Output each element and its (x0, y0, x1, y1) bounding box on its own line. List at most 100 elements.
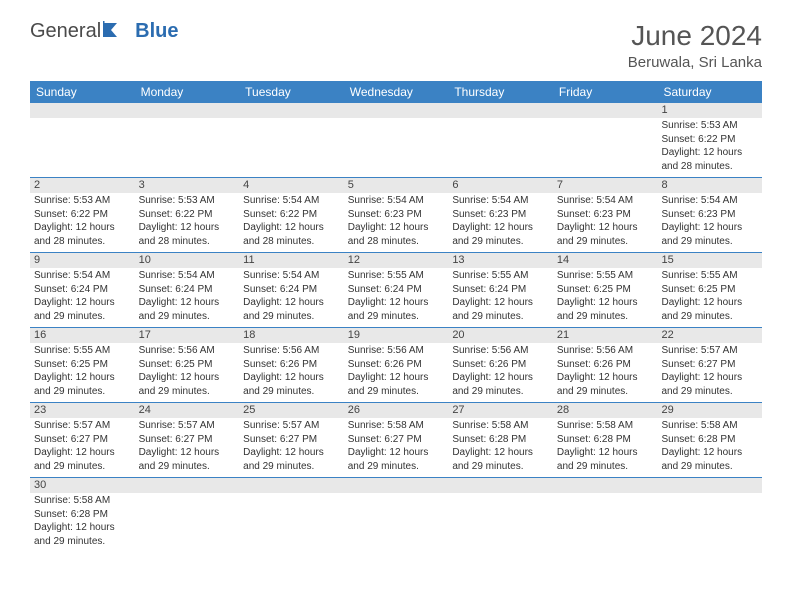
day-number (135, 478, 240, 493)
day-info: Sunrise: 5:57 AMSunset: 6:27 PMDaylight:… (135, 418, 240, 477)
day-number (448, 478, 553, 493)
weekday-label: Friday (553, 81, 658, 103)
day-info: Sunrise: 5:56 AMSunset: 6:25 PMDaylight:… (135, 343, 240, 402)
day-number: 12 (344, 253, 449, 268)
day-number (239, 478, 344, 493)
day-info: Sunrise: 5:57 AMSunset: 6:27 PMDaylight:… (657, 343, 762, 402)
week: 23242526272829Sunrise: 5:57 AMSunset: 6:… (30, 403, 762, 478)
weekday-header: SundayMondayTuesdayWednesdayThursdayFrid… (30, 81, 762, 103)
day-info: Sunrise: 5:54 AMSunset: 6:24 PMDaylight:… (239, 268, 344, 327)
week: 9101112131415Sunrise: 5:54 AMSunset: 6:2… (30, 253, 762, 328)
day-info: Sunrise: 5:56 AMSunset: 6:26 PMDaylight:… (239, 343, 344, 402)
location: Beruwala, Sri Lanka (628, 54, 762, 71)
day-info: Sunrise: 5:58 AMSunset: 6:28 PMDaylight:… (553, 418, 658, 477)
weekday-label: Tuesday (239, 81, 344, 103)
day-info: Sunrise: 5:57 AMSunset: 6:27 PMDaylight:… (239, 418, 344, 477)
info-row: Sunrise: 5:57 AMSunset: 6:27 PMDaylight:… (30, 418, 762, 477)
day-info (553, 118, 658, 177)
day-info: Sunrise: 5:58 AMSunset: 6:28 PMDaylight:… (30, 493, 135, 552)
weekday-label: Saturday (657, 81, 762, 103)
day-number (448, 103, 553, 118)
weekday-label: Monday (135, 81, 240, 103)
day-info: Sunrise: 5:54 AMSunset: 6:24 PMDaylight:… (30, 268, 135, 327)
day-number: 5 (344, 178, 449, 193)
flag-icon (103, 20, 125, 43)
day-number: 8 (657, 178, 762, 193)
day-number: 29 (657, 403, 762, 418)
day-number: 30 (30, 478, 135, 493)
day-info (135, 493, 240, 552)
day-info: Sunrise: 5:58 AMSunset: 6:27 PMDaylight:… (344, 418, 449, 477)
day-info (657, 493, 762, 552)
day-number: 25 (239, 403, 344, 418)
day-info: Sunrise: 5:54 AMSunset: 6:23 PMDaylight:… (344, 193, 449, 252)
day-info: Sunrise: 5:53 AMSunset: 6:22 PMDaylight:… (30, 193, 135, 252)
day-number (135, 103, 240, 118)
day-number (553, 478, 658, 493)
day-info: Sunrise: 5:54 AMSunset: 6:24 PMDaylight:… (135, 268, 240, 327)
daynum-row: 30 (30, 478, 762, 493)
day-number (344, 478, 449, 493)
week: 2345678Sunrise: 5:53 AMSunset: 6:22 PMDa… (30, 178, 762, 253)
day-number: 21 (553, 328, 658, 343)
day-number: 22 (657, 328, 762, 343)
day-info: Sunrise: 5:55 AMSunset: 6:25 PMDaylight:… (553, 268, 658, 327)
brand-blue: Blue (135, 20, 178, 43)
info-row: Sunrise: 5:58 AMSunset: 6:28 PMDaylight:… (30, 493, 762, 552)
day-info: Sunrise: 5:53 AMSunset: 6:22 PMDaylight:… (657, 118, 762, 177)
daynum-row: 2345678 (30, 178, 762, 193)
day-info: Sunrise: 5:54 AMSunset: 6:23 PMDaylight:… (553, 193, 658, 252)
day-info: Sunrise: 5:54 AMSunset: 6:23 PMDaylight:… (448, 193, 553, 252)
day-number (344, 103, 449, 118)
day-number (553, 103, 658, 118)
day-info: Sunrise: 5:56 AMSunset: 6:26 PMDaylight:… (553, 343, 658, 402)
daynum-row: 16171819202122 (30, 328, 762, 343)
day-number: 20 (448, 328, 553, 343)
day-number: 7 (553, 178, 658, 193)
day-number: 28 (553, 403, 658, 418)
weeks-container: 1Sunrise: 5:53 AMSunset: 6:22 PMDaylight… (30, 103, 762, 552)
day-number: 16 (30, 328, 135, 343)
day-info: Sunrise: 5:55 AMSunset: 6:24 PMDaylight:… (344, 268, 449, 327)
day-info: Sunrise: 5:57 AMSunset: 6:27 PMDaylight:… (30, 418, 135, 477)
day-info (239, 118, 344, 177)
day-number (30, 103, 135, 118)
weekday-label: Thursday (448, 81, 553, 103)
day-info: Sunrise: 5:54 AMSunset: 6:23 PMDaylight:… (657, 193, 762, 252)
week: 16171819202122Sunrise: 5:55 AMSunset: 6:… (30, 328, 762, 403)
day-number: 6 (448, 178, 553, 193)
day-info (344, 118, 449, 177)
month-title: June 2024 (628, 20, 762, 52)
day-info: Sunrise: 5:56 AMSunset: 6:26 PMDaylight:… (448, 343, 553, 402)
day-number: 18 (239, 328, 344, 343)
day-info: Sunrise: 5:56 AMSunset: 6:26 PMDaylight:… (344, 343, 449, 402)
day-number: 15 (657, 253, 762, 268)
day-number (657, 478, 762, 493)
daynum-row: 1 (30, 103, 762, 118)
day-number: 2 (30, 178, 135, 193)
title-block: June 2024 Beruwala, Sri Lanka (628, 20, 762, 71)
day-number: 24 (135, 403, 240, 418)
day-info (553, 493, 658, 552)
day-number: 9 (30, 253, 135, 268)
day-info: Sunrise: 5:55 AMSunset: 6:24 PMDaylight:… (448, 268, 553, 327)
brand-logo: General Blue (30, 20, 179, 43)
header: General Blue June 2024 Beruwala, Sri Lan… (0, 0, 792, 81)
day-number: 17 (135, 328, 240, 343)
weekday-label: Sunday (30, 81, 135, 103)
week: 30Sunrise: 5:58 AMSunset: 6:28 PMDayligh… (30, 478, 762, 552)
day-number (239, 103, 344, 118)
day-number: 13 (448, 253, 553, 268)
week: 1Sunrise: 5:53 AMSunset: 6:22 PMDaylight… (30, 103, 762, 178)
day-number: 3 (135, 178, 240, 193)
info-row: Sunrise: 5:55 AMSunset: 6:25 PMDaylight:… (30, 343, 762, 402)
day-info (344, 493, 449, 552)
calendar: SundayMondayTuesdayWednesdayThursdayFrid… (30, 81, 762, 552)
day-info (448, 118, 553, 177)
info-row: Sunrise: 5:54 AMSunset: 6:24 PMDaylight:… (30, 268, 762, 327)
day-number: 1 (657, 103, 762, 118)
weekday-label: Wednesday (344, 81, 449, 103)
day-info: Sunrise: 5:54 AMSunset: 6:22 PMDaylight:… (239, 193, 344, 252)
day-info: Sunrise: 5:58 AMSunset: 6:28 PMDaylight:… (657, 418, 762, 477)
day-info (448, 493, 553, 552)
